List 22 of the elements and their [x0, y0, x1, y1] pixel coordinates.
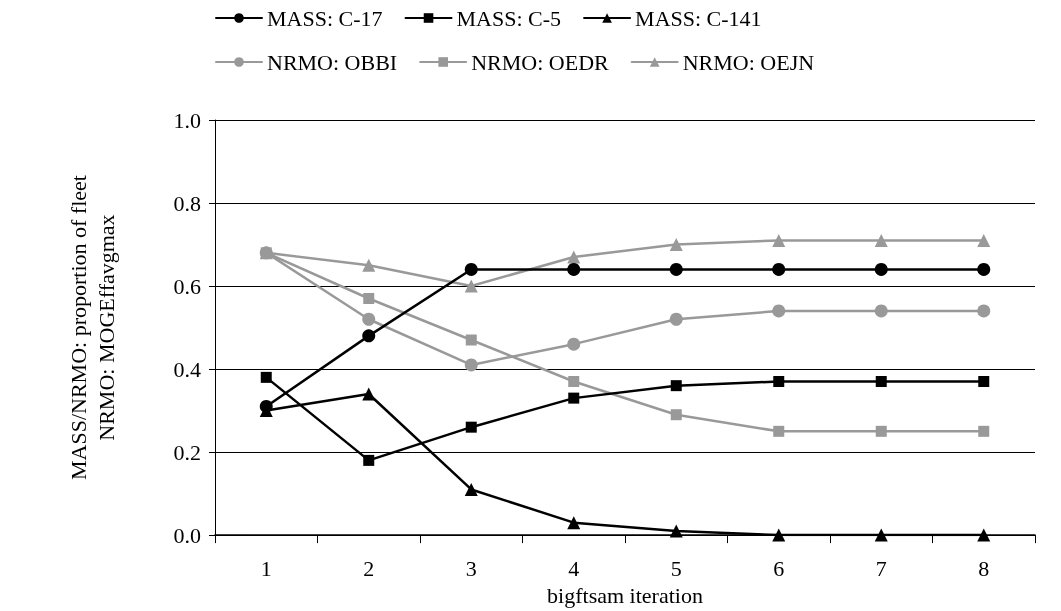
legend-label: MASS: C-17 [267, 5, 383, 31]
y-tick-label: 0.0 [173, 522, 201, 548]
x-tick-label: 7 [875, 555, 887, 581]
x-tick-label: 4 [568, 555, 580, 581]
legend-label: MASS: C-141 [635, 5, 762, 31]
y-tick-label: 0.8 [173, 190, 201, 216]
x-axis-title: bigftsam iteration [547, 582, 703, 608]
y-tick-label: 0.2 [173, 439, 201, 465]
x-tick-label: 2 [363, 555, 375, 581]
y-tick-label: 0.4 [173, 356, 201, 382]
legend-label: NRMO: OEJN [682, 49, 815, 75]
x-tick-label: 1 [260, 555, 272, 581]
y-axis-title: MASS/NRMO: proportion of fleet NRMO: MOGEffavgmax [65, 175, 119, 481]
y-tick-label: 0.6 [173, 273, 201, 299]
x-tick-label: 3 [465, 555, 477, 581]
x-tick-label: 5 [670, 555, 682, 581]
y-tick-label: 1.0 [173, 107, 201, 133]
legend-label: NRMO: OBBI [267, 49, 398, 75]
x-tick-label: 6 [773, 555, 785, 581]
legend-label: NRMO: OEDR [471, 49, 610, 75]
x-tick-label: 8 [978, 555, 990, 581]
legend-label: MASS: C-5 [456, 5, 562, 31]
